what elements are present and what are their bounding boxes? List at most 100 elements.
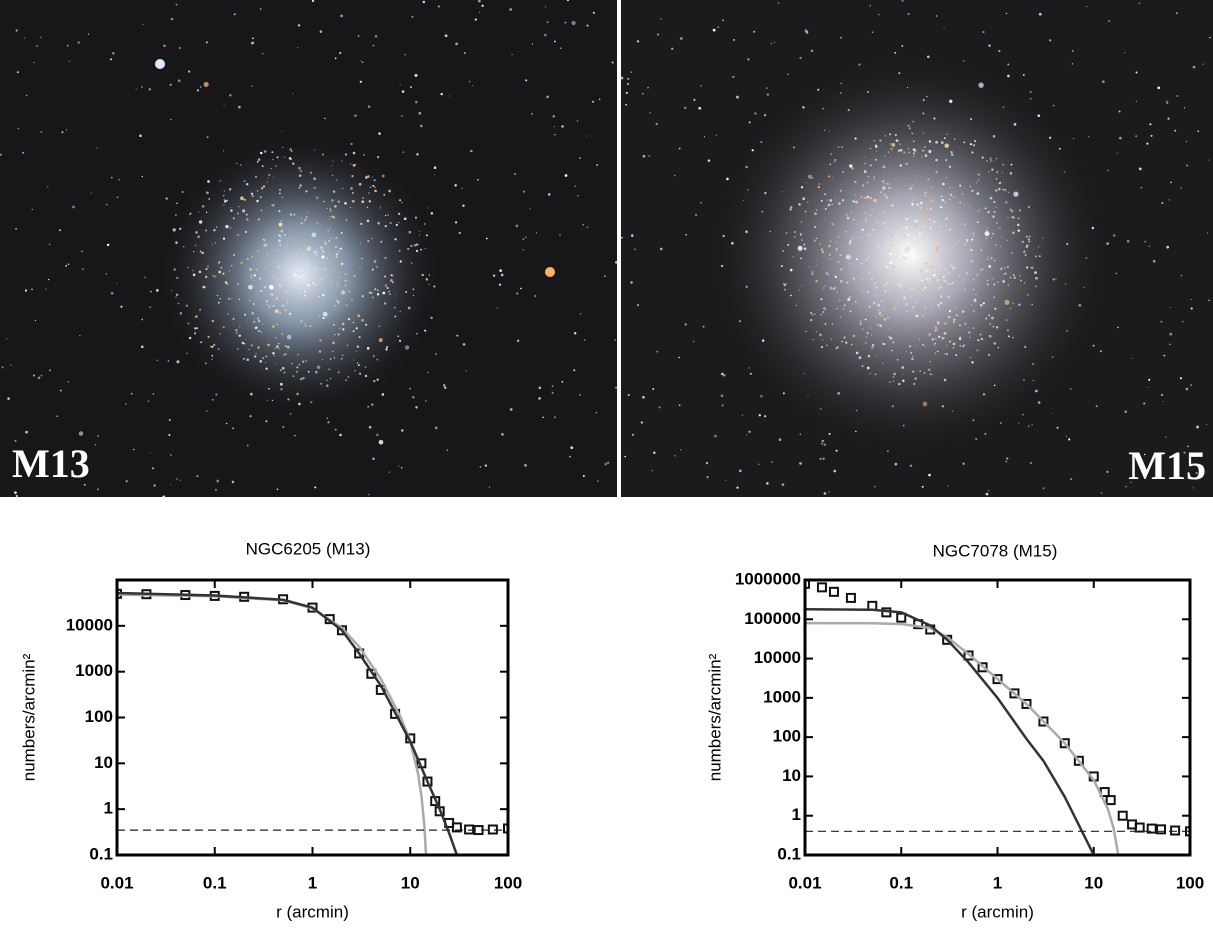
fit-curve (117, 593, 428, 855)
star (831, 177, 833, 179)
star (195, 315, 198, 318)
star (544, 33, 547, 37)
star (276, 249, 279, 252)
star (356, 362, 359, 364)
star (928, 473, 931, 477)
star (908, 290, 910, 292)
star (720, 264, 724, 268)
star (321, 278, 323, 280)
star (948, 310, 951, 313)
star (678, 147, 681, 150)
star (816, 264, 818, 266)
star (216, 479, 220, 483)
star (902, 297, 906, 301)
star (222, 150, 225, 152)
star (943, 332, 947, 335)
star (797, 245, 803, 251)
star (552, 115, 556, 118)
star (366, 206, 369, 209)
star (799, 433, 802, 436)
star (1150, 134, 1153, 137)
star (387, 214, 389, 216)
star (254, 175, 258, 178)
star (943, 27, 945, 29)
star (925, 207, 929, 211)
star (321, 293, 325, 297)
star (867, 91, 869, 93)
star (300, 222, 303, 225)
star (1147, 386, 1149, 388)
star (199, 86, 202, 88)
star (220, 179, 222, 181)
star (401, 90, 405, 93)
star (933, 270, 936, 272)
star (805, 30, 809, 34)
star (915, 346, 917, 348)
star (547, 193, 551, 196)
star (279, 312, 282, 315)
star (912, 184, 914, 187)
star (830, 153, 833, 155)
star (976, 274, 978, 277)
star (923, 371, 926, 374)
star (1017, 229, 1020, 232)
star (888, 186, 891, 190)
star (262, 185, 266, 188)
star (216, 294, 219, 297)
star (977, 173, 981, 176)
star (912, 120, 915, 123)
star (267, 177, 269, 179)
star (301, 360, 305, 363)
star (1005, 12, 1008, 15)
y-tick-label: 10000 (66, 615, 113, 634)
star (303, 290, 306, 293)
star (1023, 379, 1025, 381)
star (298, 363, 301, 366)
star (388, 471, 391, 473)
star (283, 354, 285, 356)
star (177, 302, 180, 305)
star (974, 298, 977, 301)
star (414, 73, 418, 77)
star (842, 170, 845, 173)
star (586, 226, 589, 229)
star (400, 466, 403, 469)
star (933, 296, 935, 298)
star (306, 259, 308, 262)
star (1095, 405, 1098, 408)
star (141, 175, 143, 178)
star (334, 205, 337, 208)
star (934, 243, 938, 246)
star (596, 164, 599, 166)
star (951, 267, 955, 270)
star (1035, 389, 1038, 393)
star (1052, 278, 1055, 281)
star (68, 60, 70, 62)
star (986, 229, 988, 232)
star (292, 375, 295, 378)
star (337, 251, 340, 253)
star (1009, 307, 1012, 310)
star (371, 176, 373, 178)
star (268, 387, 270, 390)
star (454, 184, 457, 187)
star (924, 153, 927, 156)
star (838, 202, 841, 205)
star (257, 250, 260, 252)
star (875, 150, 877, 152)
star (747, 58, 750, 61)
star (31, 208, 33, 211)
star (313, 149, 316, 151)
star (385, 346, 389, 349)
star (377, 222, 380, 225)
star (225, 422, 228, 425)
star (189, 212, 192, 215)
star (325, 384, 329, 387)
star (298, 265, 301, 268)
star (248, 284, 253, 290)
y-tick-label: 1000000 (735, 569, 801, 588)
star (992, 215, 995, 218)
star (1135, 71, 1138, 74)
star (1001, 237, 1003, 239)
star (990, 256, 993, 260)
